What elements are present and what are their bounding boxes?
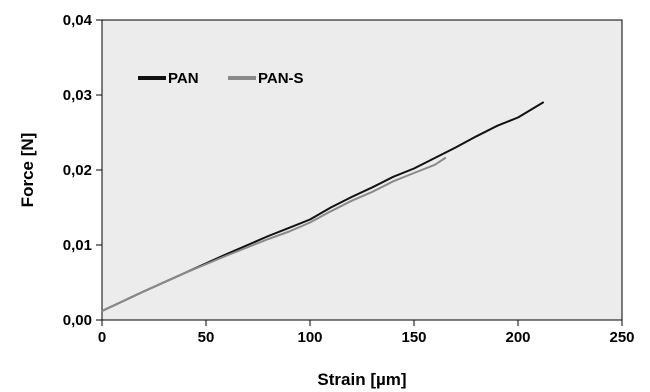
x-axis: 0 50 100 150 200 250	[98, 320, 635, 346]
y-tick-label: 0,03	[63, 87, 92, 104]
y-axis: 0,00 0,01 0,02 0,03 0,04	[63, 12, 102, 329]
x-tick-label: 200	[505, 329, 530, 346]
x-tick-label: 50	[198, 329, 215, 346]
series-line-pan-s	[101, 157, 447, 312]
y-tick-label: 0,02	[63, 162, 92, 179]
x-tick-label: 0	[98, 329, 106, 346]
x-tick-label: 150	[401, 329, 426, 346]
legend-label: PAN-S	[258, 70, 304, 87]
x-tick-label: 250	[609, 329, 634, 346]
y-axis-title: Force [N]	[18, 133, 37, 208]
y-tick-label: 0,04	[63, 12, 93, 29]
plot-area	[101, 19, 623, 321]
x-axis-title: Strain [µm]	[317, 370, 406, 389]
x-tick-label: 100	[297, 329, 322, 346]
y-tick-label: 0,01	[63, 237, 92, 254]
legend: PAN PAN-S	[138, 70, 304, 87]
series-layer	[101, 101, 544, 312]
legend-label: PAN	[168, 70, 199, 87]
plot-background	[101, 19, 623, 321]
y-tick-label: 0,00	[63, 312, 92, 329]
series-line-pan	[101, 101, 544, 312]
